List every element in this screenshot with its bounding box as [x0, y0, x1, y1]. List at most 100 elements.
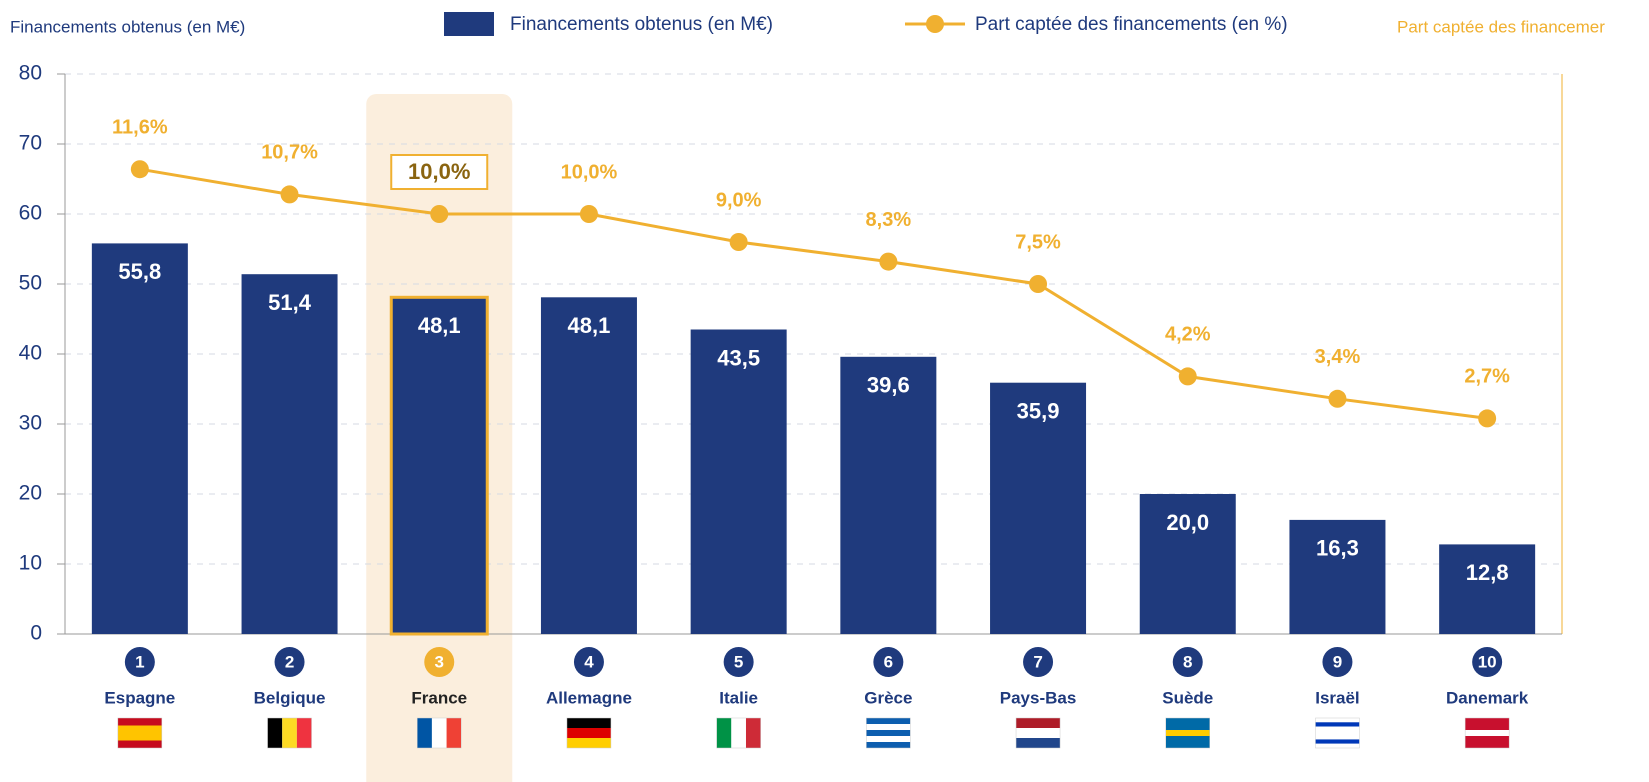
rank-badge — [1023, 647, 1054, 677]
rank-label: 4 — [584, 652, 594, 671]
rank-label: 10 — [1478, 652, 1497, 671]
y-tick-label: 0 — [30, 622, 42, 645]
bar — [690, 329, 787, 634]
rank-label: 7 — [1033, 652, 1042, 671]
rank-badge — [723, 647, 754, 677]
x-tick-label: France — [411, 688, 467, 707]
line-marker — [130, 160, 149, 179]
rank-label: 6 — [884, 652, 893, 671]
rank-badge — [873, 647, 904, 677]
bar — [540, 297, 637, 634]
flag-stripe — [117, 718, 162, 726]
y2-axis-title: Part captée des financemer — [1397, 17, 1605, 36]
y-tick-label: 10 — [19, 552, 42, 575]
flag-stripe — [117, 725, 162, 741]
bar — [840, 356, 937, 634]
flag-stripe — [117, 740, 162, 748]
flag-stripe — [866, 724, 911, 730]
legend-label: Financements obtenus (en M€) — [510, 14, 773, 35]
line-marker — [280, 185, 299, 204]
flag-stripe — [1016, 738, 1061, 748]
bar-value-label: 12,8 — [1466, 560, 1509, 585]
flag-border — [866, 717, 911, 749]
bar-value-label: 48,1 — [568, 313, 611, 338]
y-tick-label: 50 — [19, 272, 42, 295]
rank-badge — [573, 647, 604, 677]
flag-stripe — [1165, 718, 1210, 730]
line-marker — [1029, 275, 1048, 293]
line-marker — [729, 233, 748, 251]
flag-stripe — [1165, 730, 1210, 736]
x-tick-label: Danemark — [1446, 688, 1529, 707]
x-tick-label: Italie — [719, 688, 758, 707]
line-marker — [1328, 389, 1347, 408]
bar-value-label: 20,0 — [1166, 510, 1209, 535]
flag-border — [566, 717, 612, 749]
line-marker — [579, 205, 598, 223]
y-tick-label: 30 — [19, 412, 42, 435]
flag-stripe — [1465, 730, 1510, 736]
bar-value-label: 43,5 — [717, 345, 760, 370]
y-axis-title: Financements obtenus (en M€) — [10, 17, 245, 36]
x-tick-label: Suède — [1162, 688, 1213, 707]
bar — [1439, 544, 1536, 634]
rank-label: 5 — [734, 652, 743, 671]
bar — [91, 243, 188, 634]
flag-stripe — [267, 718, 283, 748]
rank-badge — [1322, 647, 1353, 677]
flag-stripe — [745, 718, 761, 748]
rank-label: 1 — [135, 652, 144, 671]
line-value-label: 8,3% — [866, 209, 912, 231]
rank-label: 2 — [285, 652, 294, 671]
rank-badge — [1172, 647, 1203, 677]
line-value-label: 11,6% — [112, 116, 168, 138]
line-value-label: 7,5% — [1015, 231, 1061, 253]
x-tick-label: Belgique — [254, 688, 326, 707]
flag-stripe — [866, 730, 911, 736]
legend-swatch-marker — [926, 15, 944, 33]
bar — [1139, 494, 1236, 634]
flag-border — [417, 717, 462, 749]
line-value-label: 2,7% — [1464, 366, 1510, 388]
flag-stripe — [446, 718, 462, 748]
y-tick-label: 70 — [19, 132, 42, 155]
flag-stripe — [431, 718, 447, 748]
legend-label: Part captée des financements (en %) — [975, 14, 1288, 35]
legend-swatch-bar — [444, 12, 494, 36]
line-value-label: 4,2% — [1165, 324, 1211, 346]
bar — [241, 274, 338, 634]
flag-stripe — [282, 718, 297, 748]
line-value-label: 3,4% — [1315, 346, 1361, 368]
rank-label: 8 — [1183, 652, 1192, 671]
flag-stripe — [1315, 722, 1360, 727]
line-value-label: 9,0% — [716, 189, 762, 211]
flag-stripe — [1465, 718, 1510, 730]
flag-border — [1015, 717, 1061, 749]
flag-stripe — [866, 718, 911, 724]
line-value-label: 10,0% — [561, 161, 618, 183]
flag-stripe — [731, 718, 746, 748]
line-marker — [1478, 409, 1497, 428]
y-tick-label: 40 — [19, 342, 42, 365]
x-tick-label: Pays-Bas — [1000, 688, 1077, 707]
flag-stripe — [417, 718, 432, 748]
line — [139, 167, 1488, 420]
flag-border — [117, 717, 163, 749]
x-tick-label: Espagne — [104, 688, 175, 707]
line-marker — [1178, 367, 1197, 386]
highlight-label-box — [390, 154, 489, 190]
flag-border — [716, 717, 761, 749]
rank-badge — [1472, 647, 1503, 677]
flag-stripe — [1016, 718, 1061, 728]
flag-stripe — [566, 718, 611, 728]
flag-stripe — [1315, 739, 1360, 744]
rank-badge — [124, 647, 155, 677]
rank-label: 9 — [1333, 652, 1342, 671]
x-tick-label: Israël — [1315, 688, 1359, 707]
flag-border — [1464, 717, 1510, 749]
y-tick-label: 60 — [19, 202, 42, 225]
flag-stripe — [1165, 736, 1210, 748]
bar — [990, 382, 1087, 634]
flag-stripe — [866, 736, 911, 742]
